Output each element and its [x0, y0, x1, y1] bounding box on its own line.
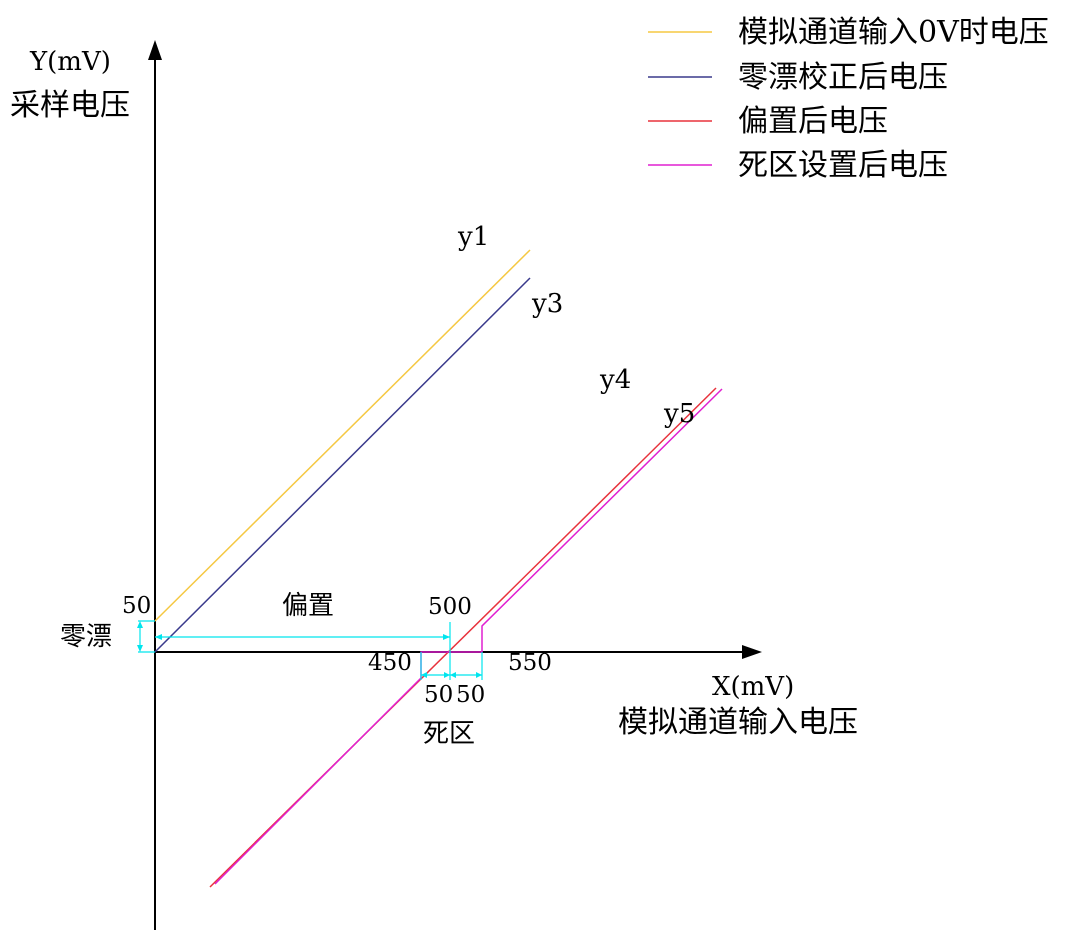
dead-zone-dimension [420, 652, 483, 680]
y-axis-label: Y(mV) [29, 47, 111, 77]
y-axis-title: 采样电压 [10, 88, 130, 123]
zero-drift-label: 零漂 [60, 622, 112, 652]
y-axis-arrow-icon [148, 40, 162, 60]
zero-drift-value: 50 [122, 593, 151, 619]
legend-label-y3: 零漂校正后电压 [738, 60, 948, 95]
legend-label-y5: 死区设置后电压 [738, 148, 948, 183]
line-label-y5: y5 [663, 399, 695, 429]
offset-dimension [155, 622, 451, 652]
line-label-y1: y1 [457, 222, 489, 252]
dead-left-width: 50 [424, 682, 453, 708]
dead-zone-label: 死区 [423, 719, 475, 749]
offset-label: 偏置 [282, 591, 334, 621]
x-axis-label: X(mV) [712, 672, 794, 702]
line-y3 [154, 277, 531, 653]
offset-value: 500 [428, 594, 472, 620]
legend: 模拟通道输入0V时电压 零漂校正后电压 偏置后电压 死区设置后电压 [648, 15, 1049, 183]
line-y5 [214, 388, 723, 885]
x-axis-arrow-icon [742, 645, 762, 659]
line-label-y4: y4 [599, 365, 631, 395]
line-y1 [154, 249, 531, 622]
dead-low-value: 450 [368, 650, 412, 676]
legend-label-y4: 偏置后电压 [738, 104, 888, 139]
line-label-y3: y3 [531, 289, 563, 319]
dead-right-width: 50 [456, 682, 485, 708]
legend-label-y1: 模拟通道输入0V时电压 [738, 15, 1049, 50]
dead-high-value: 550 [508, 650, 552, 676]
zero-drift-dimension [137, 620, 155, 653]
x-axis-title: 模拟通道输入电压 [618, 705, 858, 740]
